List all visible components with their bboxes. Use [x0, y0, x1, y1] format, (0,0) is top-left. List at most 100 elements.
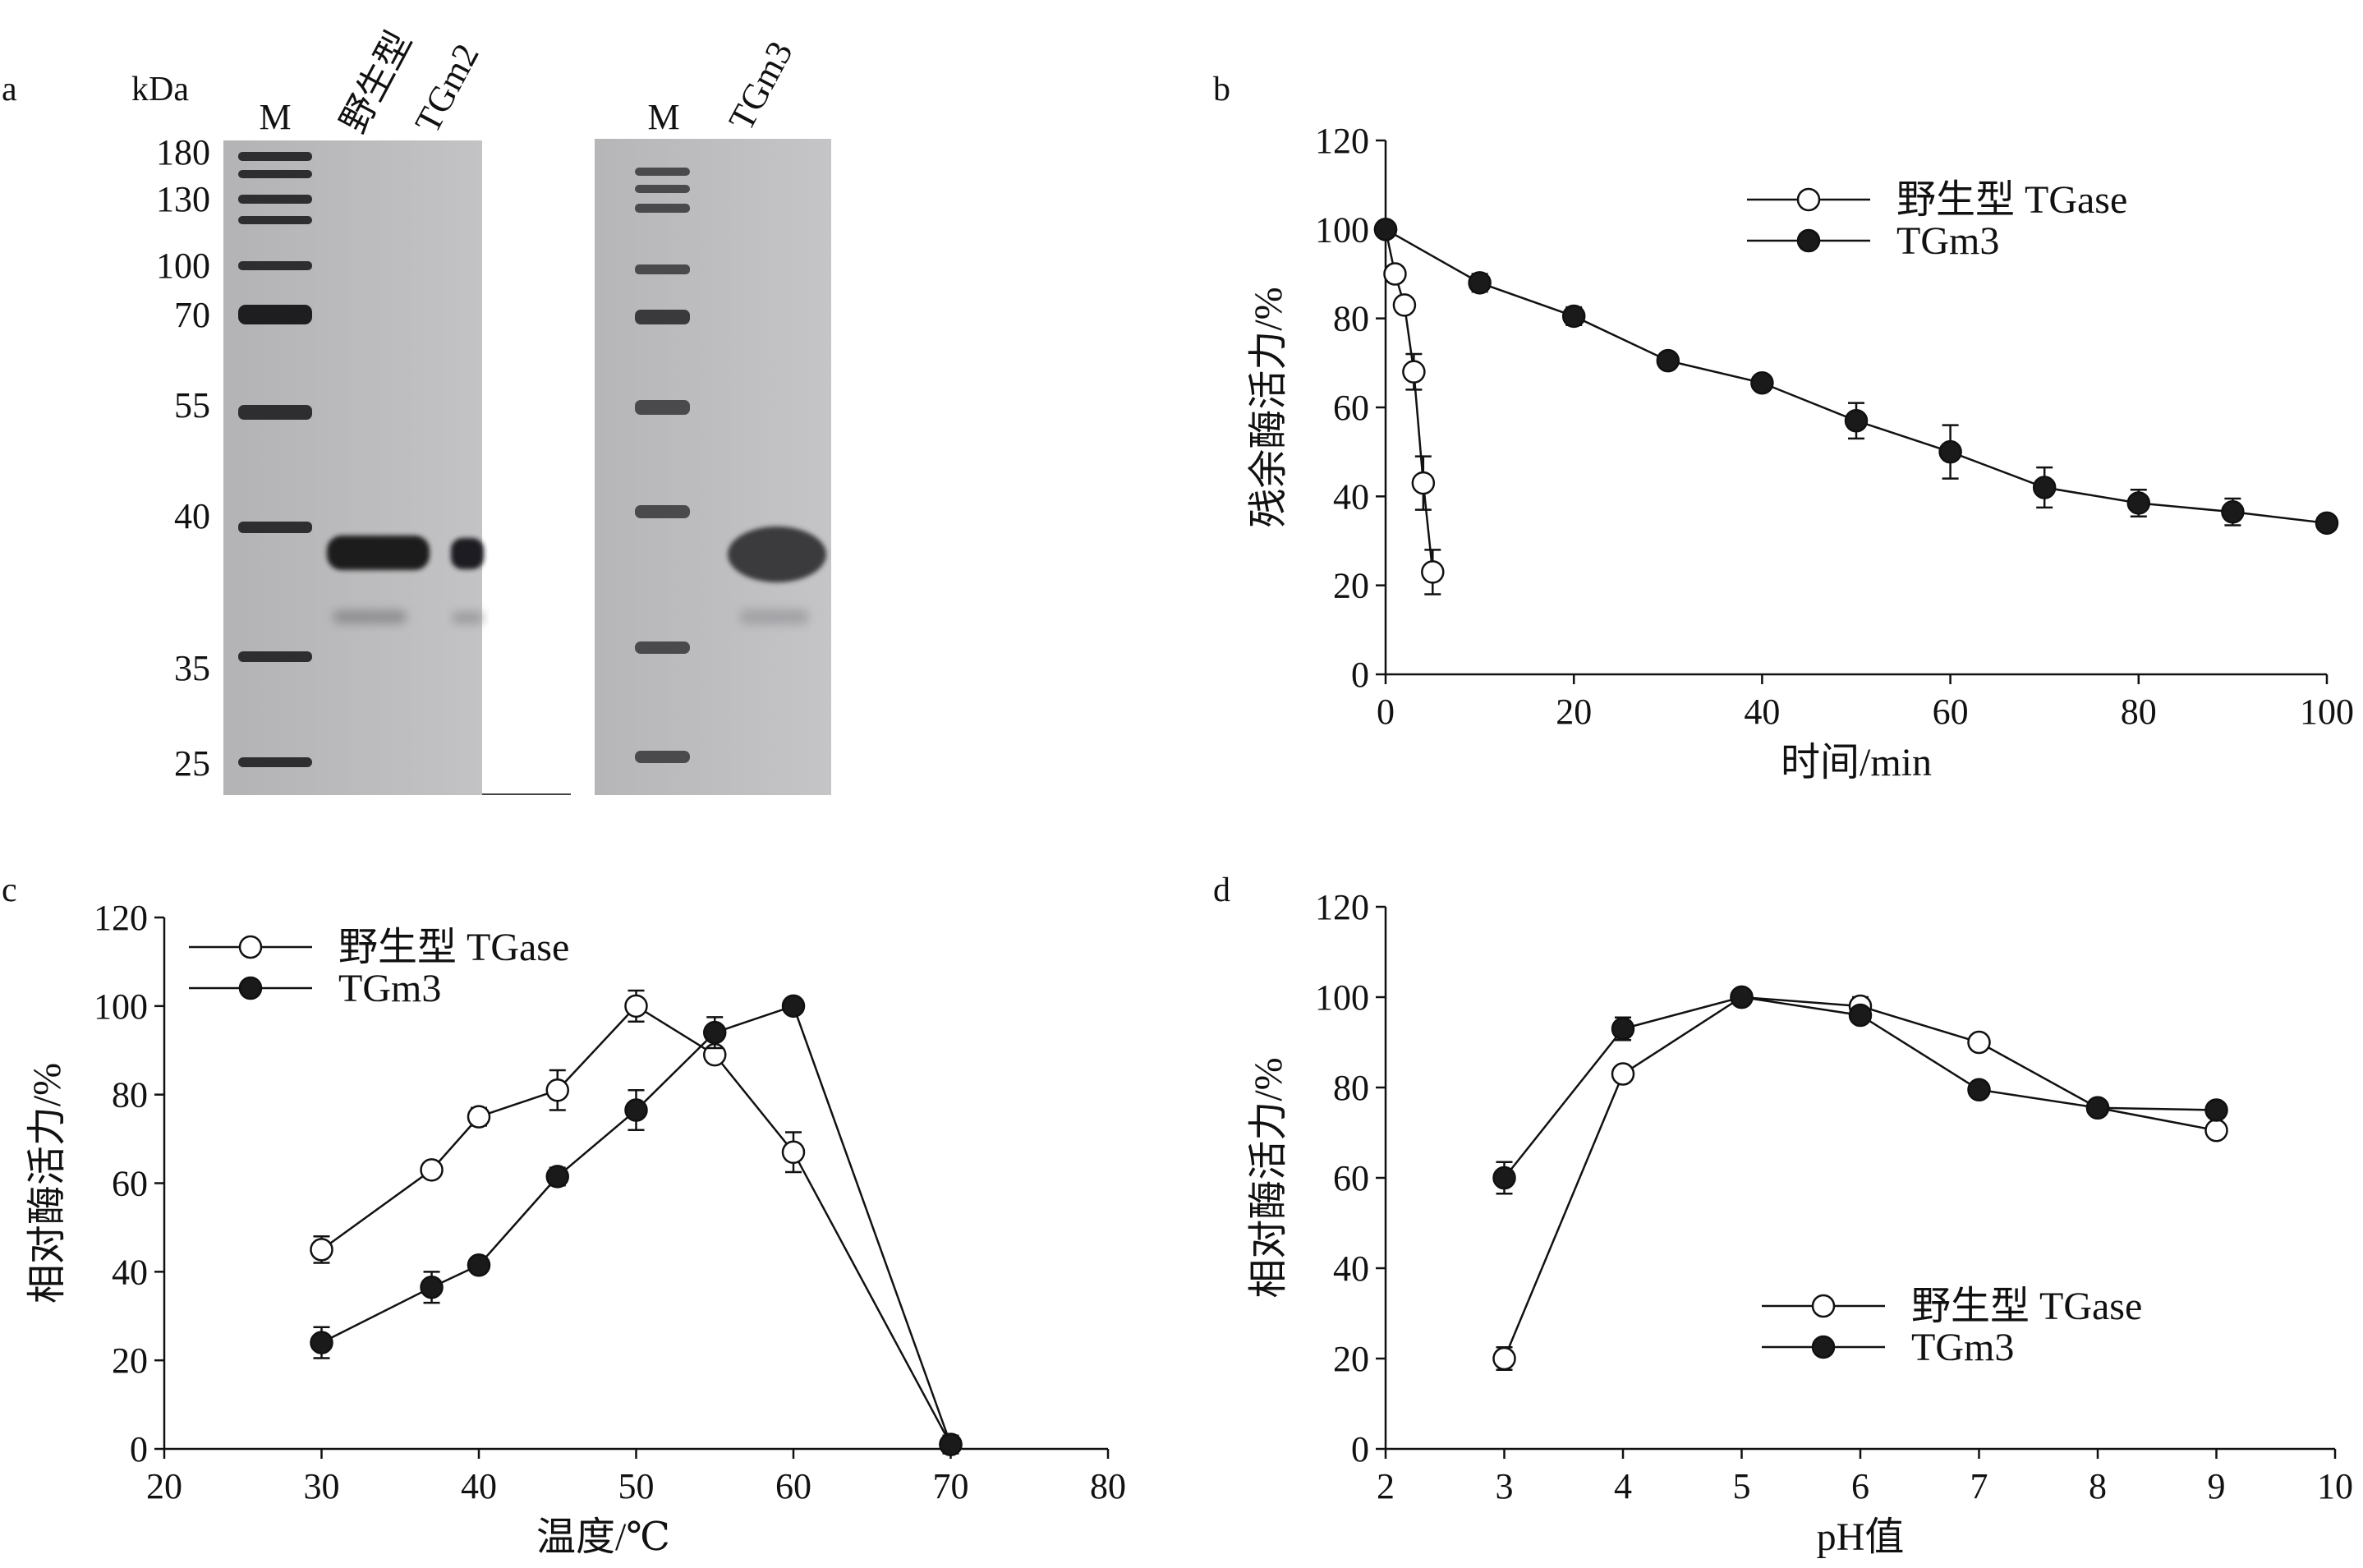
- x-tick-label: 6: [1851, 1466, 1869, 1506]
- data-point-filled: [2126, 491, 2151, 515]
- panel-a-letter: a: [2, 71, 17, 108]
- panel-c-letter: c: [2, 871, 17, 909]
- data-point-open: [1411, 471, 1436, 495]
- ladder-band: [635, 505, 690, 518]
- ladder-band: [238, 152, 312, 161]
- data-point-filled: [1848, 1003, 1873, 1028]
- data-point-filled: [1656, 348, 1680, 373]
- y-tick-label: 120: [1315, 121, 1369, 161]
- data-point-open: [1402, 360, 1426, 384]
- legend-label: TGm3: [1896, 219, 1999, 263]
- ladder-tick-70: 70: [174, 295, 210, 335]
- data-point-filled: [1938, 439, 1962, 464]
- data-point-filled: [1611, 1017, 1635, 1041]
- data-point-filled: [1750, 370, 1774, 395]
- x-axis-label: 温度/℃: [536, 1515, 670, 1559]
- ladder-tick-40: 40: [174, 496, 210, 536]
- data-point-open: [310, 1238, 333, 1262]
- ladder-band: [238, 195, 312, 204]
- gel2-ladder-bands: [635, 168, 690, 763]
- x-tick-label: 80: [1090, 1466, 1126, 1506]
- y-tick-label: 20: [112, 1340, 148, 1381]
- x-tick-label: 70: [933, 1466, 969, 1506]
- ladder-tick-130: 130: [156, 179, 210, 219]
- data-point-filled: [1967, 1078, 1991, 1101]
- data-point-open: [2204, 1119, 2228, 1143]
- data-point-filled: [2204, 1098, 2228, 1122]
- ladder-band: [635, 264, 690, 274]
- x-tick-label: 100: [2300, 692, 2354, 732]
- panel-b: b 0 20 40 60 80 100 120 0 20 40 60 80 100 时间/min 残余酶活力…: [1213, 71, 2354, 784]
- data-point-filled: [1844, 409, 1869, 433]
- gel-2: M TGm3: [595, 34, 831, 795]
- ladder-band: [238, 522, 312, 533]
- y-axis-label: 相对酶活力/%: [25, 1063, 69, 1304]
- x-axis-label: pH值: [1817, 1515, 1905, 1559]
- protein-band-tgm2: [451, 538, 484, 569]
- x-tick-label: 0: [1377, 692, 1395, 732]
- ladder-tick-100: 100: [156, 246, 210, 286]
- data-point-open: [781, 1140, 806, 1165]
- x-tick-label: 5: [1733, 1466, 1751, 1506]
- faint-band-tgm3: [739, 609, 809, 624]
- x-tick-label: 4: [1614, 1466, 1632, 1506]
- ladder-band: [238, 216, 312, 224]
- ladder-tick-35: 35: [174, 648, 210, 688]
- series-line: [320, 1005, 952, 1446]
- ladder-band: [635, 185, 690, 193]
- faint-band-tgm2: [452, 612, 483, 623]
- panel-d: d 0 20 40 60 80 100 120 2 3 4 5 6 7 8 9 10 pH值 相对酶活力/% 野生型…: [1213, 871, 2353, 1559]
- data-point-filled: [624, 1098, 648, 1122]
- legend-marker: [238, 976, 263, 1000]
- data-point-open: [467, 1105, 491, 1129]
- x-tick-label: 20: [1556, 692, 1592, 732]
- ladder-band: [238, 651, 312, 662]
- x-tick-label: 30: [304, 1466, 340, 1506]
- data-point-open: [1611, 1062, 1635, 1086]
- y-tick-label: 60: [1333, 388, 1369, 428]
- y-tick-label: 40: [1333, 476, 1369, 517]
- y-tick-label: 20: [1333, 566, 1369, 606]
- y-tick-label: 40: [1333, 1248, 1369, 1289]
- data-point-filled: [2085, 1096, 2110, 1120]
- y-tick-label: 80: [1333, 1068, 1369, 1108]
- series-line: [1385, 228, 2328, 525]
- ladder-band: [635, 751, 690, 763]
- data-point-filled: [781, 994, 806, 1019]
- data-point-filled: [939, 1432, 963, 1456]
- y-tick-label: 0: [1351, 1429, 1369, 1469]
- x-tick-label: 60: [775, 1466, 811, 1506]
- legend-label: 野生型 TGase: [1896, 178, 2127, 222]
- y-tick-label: 120: [94, 898, 148, 938]
- legend-label: TGm3: [1911, 1326, 2014, 1369]
- legend-marker: [1811, 1335, 1836, 1359]
- y-tick-label: 100: [1315, 209, 1369, 250]
- data-point-filled: [2221, 500, 2245, 524]
- y-tick-label: 0: [1351, 655, 1369, 695]
- y-tick-label: 0: [130, 1429, 148, 1469]
- x-tick-label: 40: [1744, 692, 1780, 732]
- data-point-open: [420, 1158, 444, 1182]
- y-tick-label: 100: [94, 986, 148, 1027]
- gel1-lane-wildtype-label: 野生型: [333, 25, 420, 140]
- x-tick-label: 2: [1377, 1466, 1395, 1506]
- data-point-filled: [545, 1165, 569, 1189]
- data-point-filled: [2315, 511, 2339, 536]
- data-point-filled: [1468, 271, 1492, 295]
- y-axis-label: 相对酶活力/%: [1247, 1057, 1290, 1298]
- y-tick-label: 60: [112, 1164, 148, 1204]
- x-tick-label: 40: [461, 1466, 497, 1506]
- data-point-filled: [2032, 476, 2057, 499]
- x-tick-label: 10: [2317, 1466, 2353, 1506]
- x-tick-label: 8: [2089, 1466, 2107, 1506]
- gel2-lane-m-label: M: [647, 97, 679, 137]
- x-tick-label: 3: [1496, 1466, 1514, 1506]
- data-point-open: [624, 994, 648, 1019]
- ladder-band: [238, 405, 312, 420]
- ladder-band: [635, 641, 690, 654]
- y-tick-label: 120: [1315, 887, 1369, 927]
- panel-d-letter: d: [1213, 871, 1230, 909]
- y-tick-label: 80: [1333, 299, 1369, 339]
- legend-marker: [238, 935, 263, 959]
